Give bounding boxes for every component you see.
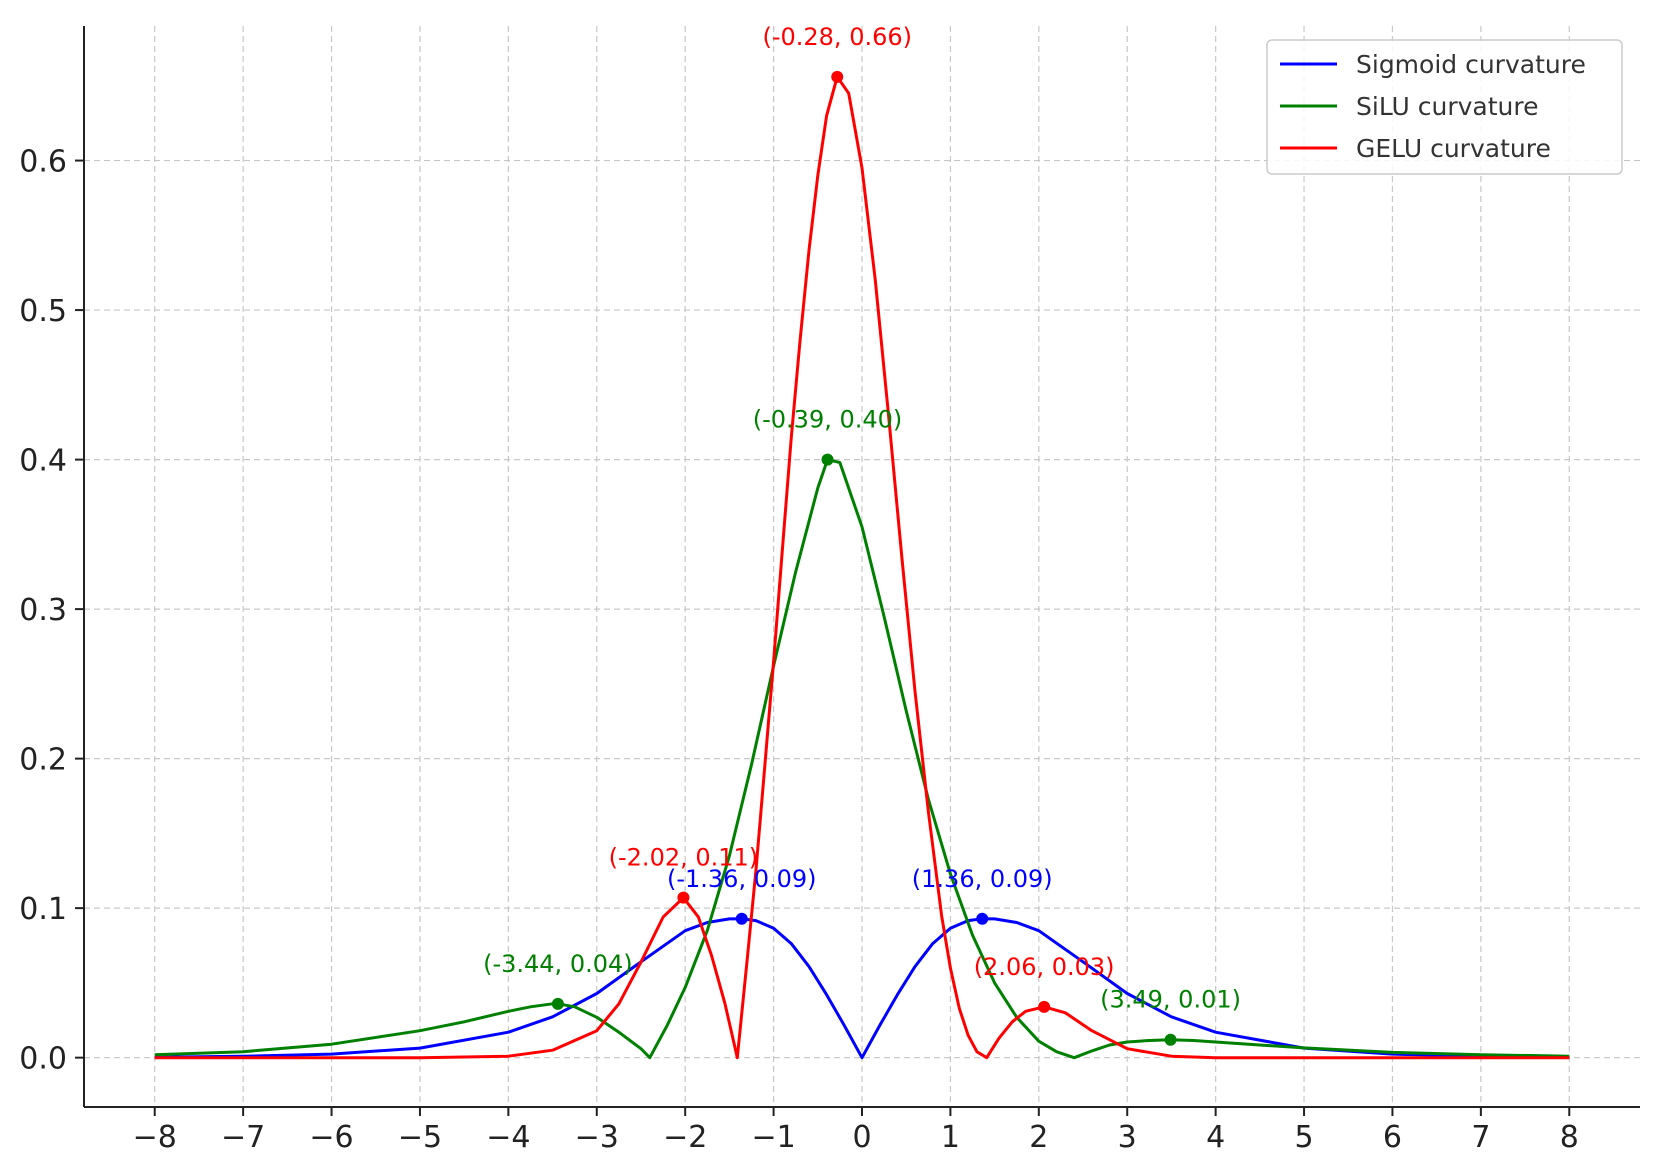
peak-label: (3.49, 0.01) xyxy=(1100,986,1241,1014)
x-tick-label: −5 xyxy=(398,1120,442,1155)
peak-label: (-1.36, 0.09) xyxy=(667,865,817,893)
peak-label: (-3.44, 0.04) xyxy=(483,950,633,978)
x-tick-label: −8 xyxy=(133,1120,177,1155)
peak-marker xyxy=(1038,1000,1051,1013)
peak-marker xyxy=(1164,1033,1177,1046)
peak-label: (-2.02, 0.11) xyxy=(609,844,759,872)
x-tick-label: 3 xyxy=(1118,1120,1137,1155)
x-tick-label: 2 xyxy=(1029,1120,1048,1155)
peak-label: (2.06, 0.03) xyxy=(974,953,1115,981)
y-tick-label: 0.1 xyxy=(19,892,67,927)
peak-marker xyxy=(976,912,989,925)
peak-marker xyxy=(821,453,834,466)
x-tick-label: −6 xyxy=(309,1120,353,1155)
y-tick-label: 0.5 xyxy=(19,294,67,329)
x-tick-label: −3 xyxy=(575,1120,619,1155)
x-tick-label: 8 xyxy=(1560,1120,1579,1155)
x-tick-label: 1 xyxy=(941,1120,960,1155)
x-tick-label: −1 xyxy=(751,1120,795,1155)
peak-marker xyxy=(677,891,690,904)
peak-annotations: (-0.28, 0.66)(-0.39, 0.40)(-2.02, 0.11)(… xyxy=(483,23,1241,1046)
y-tick-label: 0.4 xyxy=(19,444,67,479)
legend-label-silu-curvature: SiLU curvature xyxy=(1356,92,1538,121)
peak-marker xyxy=(735,912,748,925)
x-tick-label: 4 xyxy=(1206,1120,1225,1155)
legend: Sigmoid curvature SiLU curvature GELU curv… xyxy=(1266,39,1623,175)
peak-label: (1.36, 0.09) xyxy=(912,865,1053,893)
peak-marker xyxy=(831,70,844,83)
x-tick-label: 7 xyxy=(1471,1120,1490,1155)
x-tick-label: −4 xyxy=(486,1120,530,1155)
peak-label: (-0.28, 0.66) xyxy=(762,23,912,51)
y-ticks: 0.0 0.1 0.2 0.3 0.4 0.5 0.6 xyxy=(19,145,84,1077)
peak-label: (-0.39, 0.40) xyxy=(753,406,903,434)
y-tick-label: 0.3 xyxy=(19,593,67,628)
legend-box xyxy=(1266,39,1623,175)
y-tick-label: 0.6 xyxy=(19,145,67,180)
x-ticks: −8 −7 −6 −5 −4 −3 −2 −1 0 1 2 3 4 5 6 7 8 xyxy=(133,1107,1579,1155)
y-tick-label: 0.0 xyxy=(19,1042,67,1077)
x-tick-label: 0 xyxy=(852,1120,871,1155)
legend-label-gelu-curvature: GELU curvature xyxy=(1356,134,1551,163)
x-tick-label: 6 xyxy=(1383,1120,1402,1155)
series-line-sigmoid-curvature xyxy=(154,917,1570,1060)
x-tick-label: −2 xyxy=(663,1120,707,1155)
grid xyxy=(84,26,1640,1107)
x-tick-label: 5 xyxy=(1294,1120,1313,1155)
x-tick-label: −7 xyxy=(221,1120,265,1155)
peak-marker xyxy=(551,997,564,1010)
legend-label-sigmoid-curvature: Sigmoid curvature xyxy=(1356,50,1586,79)
y-tick-label: 0.2 xyxy=(19,743,67,778)
